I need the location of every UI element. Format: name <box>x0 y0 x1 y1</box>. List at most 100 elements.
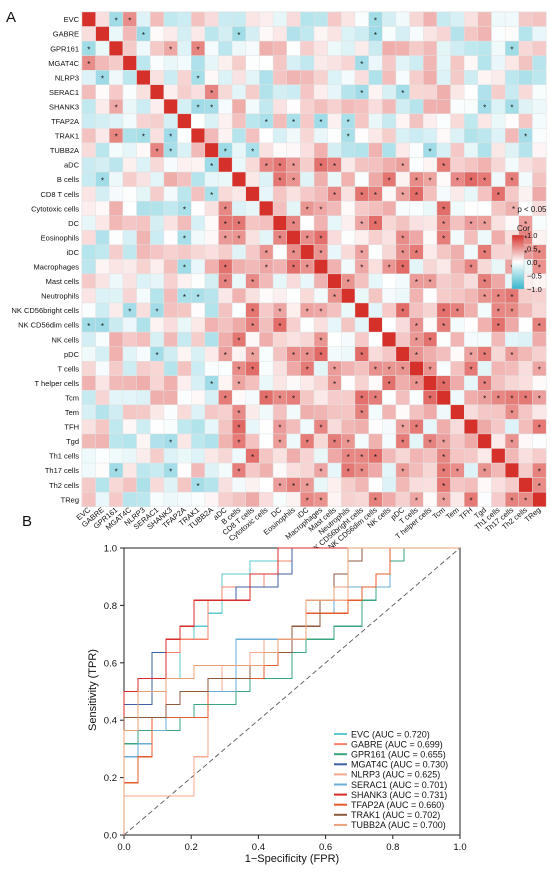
heatmap-cell <box>259 433 274 449</box>
heatmap-cell <box>409 288 424 304</box>
heatmap-cell <box>150 361 165 376</box>
heatmap-cell <box>81 230 96 246</box>
heatmap-cell <box>409 462 424 478</box>
heatmap-cell <box>109 491 124 507</box>
heatmap-cell <box>518 346 533 362</box>
heatmap-cell <box>245 99 260 115</box>
heatmap-cell <box>122 259 137 275</box>
heatmap-cell <box>259 448 274 464</box>
heatmap-cell <box>354 491 369 507</box>
significance-star: * <box>388 264 391 273</box>
heatmap-cell <box>81 448 96 464</box>
heatmap-cell <box>327 99 342 115</box>
heatmap-cell <box>122 171 137 187</box>
heatmap-cell <box>354 302 369 318</box>
heatmap-cell <box>231 477 246 493</box>
heatmap-cell <box>409 361 424 376</box>
heatmap-cell <box>122 404 137 420</box>
heatmap-cell <box>341 200 356 216</box>
heatmap-cell <box>395 11 410 27</box>
significance-star: * <box>497 191 500 200</box>
heatmap-cell <box>382 230 397 246</box>
heatmap-cell <box>395 26 410 42</box>
significance-star: * <box>101 75 104 84</box>
significance-star: * <box>115 467 118 476</box>
heatmap-cell <box>368 55 383 71</box>
row-label: GABRE <box>53 30 79 39</box>
heatmap-cell <box>122 462 137 478</box>
significance-star: * <box>388 380 391 389</box>
heatmap-cell <box>190 230 206 246</box>
row-label: NK cells <box>51 335 79 344</box>
significance-star: * <box>442 482 445 491</box>
heatmap-cell <box>327 390 342 406</box>
heatmap-cell <box>259 142 274 158</box>
significance-star: * <box>278 395 281 404</box>
heatmap-cell <box>190 113 206 129</box>
heatmap-cell <box>327 128 342 144</box>
heatmap-cell <box>450 84 465 100</box>
heatmap-cell <box>109 273 124 289</box>
legend-title: Cor <box>517 224 530 233</box>
heatmap-cell <box>190 317 206 333</box>
heatmap-cell <box>300 404 315 420</box>
heatmap-cell <box>122 375 137 391</box>
row-label: TFAP2A <box>51 117 79 126</box>
heatmap-cell <box>136 361 151 376</box>
heatmap-cell <box>409 11 424 27</box>
heatmap-cell <box>450 244 465 260</box>
heatmap-cell <box>477 491 492 507</box>
heatmap-cell <box>177 462 192 478</box>
significance-star: * <box>210 191 213 200</box>
heatmap-cell <box>368 273 383 289</box>
significance-star: * <box>278 424 281 433</box>
x-tick-label: 0.8 <box>386 842 399 853</box>
heatmap-cell <box>532 171 547 187</box>
heatmap-cell <box>450 419 465 435</box>
heatmap-cell <box>259 361 274 376</box>
heatmap-cell <box>477 69 492 85</box>
heatmap-cell <box>395 215 410 231</box>
x-tick-label: 0.4 <box>252 842 265 853</box>
heatmap-cell <box>245 84 260 100</box>
heatmap-cell <box>272 259 287 275</box>
significance-star: * <box>415 380 418 389</box>
legend-entry: TRAK1 (AUC = 0.702) <box>351 810 440 820</box>
significance-star: * <box>278 176 281 185</box>
heatmap-cell <box>150 26 165 42</box>
heatmap-cell <box>245 11 260 27</box>
significance-star: * <box>442 467 445 476</box>
significance-star: * <box>251 366 254 375</box>
roc-curve-tubb2a <box>123 547 460 835</box>
heatmap-cell <box>190 448 206 464</box>
heatmap-cell <box>150 244 165 260</box>
significance-star: * <box>265 264 268 273</box>
heatmap-cell <box>136 273 151 289</box>
significance-star: * <box>183 235 186 244</box>
heatmap-cell <box>81 244 96 260</box>
heatmap-cell <box>518 404 533 420</box>
heatmap-cell <box>109 157 124 173</box>
significance-star: * <box>538 366 541 375</box>
heatmap-cell <box>464 55 479 71</box>
heatmap-cell <box>532 113 547 129</box>
heatmap-cell <box>327 230 342 246</box>
significance-star: * <box>469 264 472 273</box>
heatmap-cell <box>231 142 246 158</box>
heatmap-cell <box>122 244 137 260</box>
significance-star: * <box>156 147 159 156</box>
heatmap-cell <box>163 404 178 420</box>
heatmap-cell <box>382 477 397 493</box>
heatmap-cell <box>341 171 356 187</box>
heatmap-cell <box>450 477 465 493</box>
heatmap-cell <box>204 273 219 289</box>
heatmap-cell <box>464 390 479 406</box>
heatmap-cell <box>313 477 328 493</box>
significance-star: * <box>319 118 322 127</box>
significance-star: * <box>210 380 213 389</box>
heatmap-cell <box>477 230 492 246</box>
heatmap-cell <box>368 477 383 493</box>
heatmap-cell <box>245 331 260 347</box>
heatmap-cell <box>341 84 356 100</box>
heatmap-cell <box>300 157 315 173</box>
